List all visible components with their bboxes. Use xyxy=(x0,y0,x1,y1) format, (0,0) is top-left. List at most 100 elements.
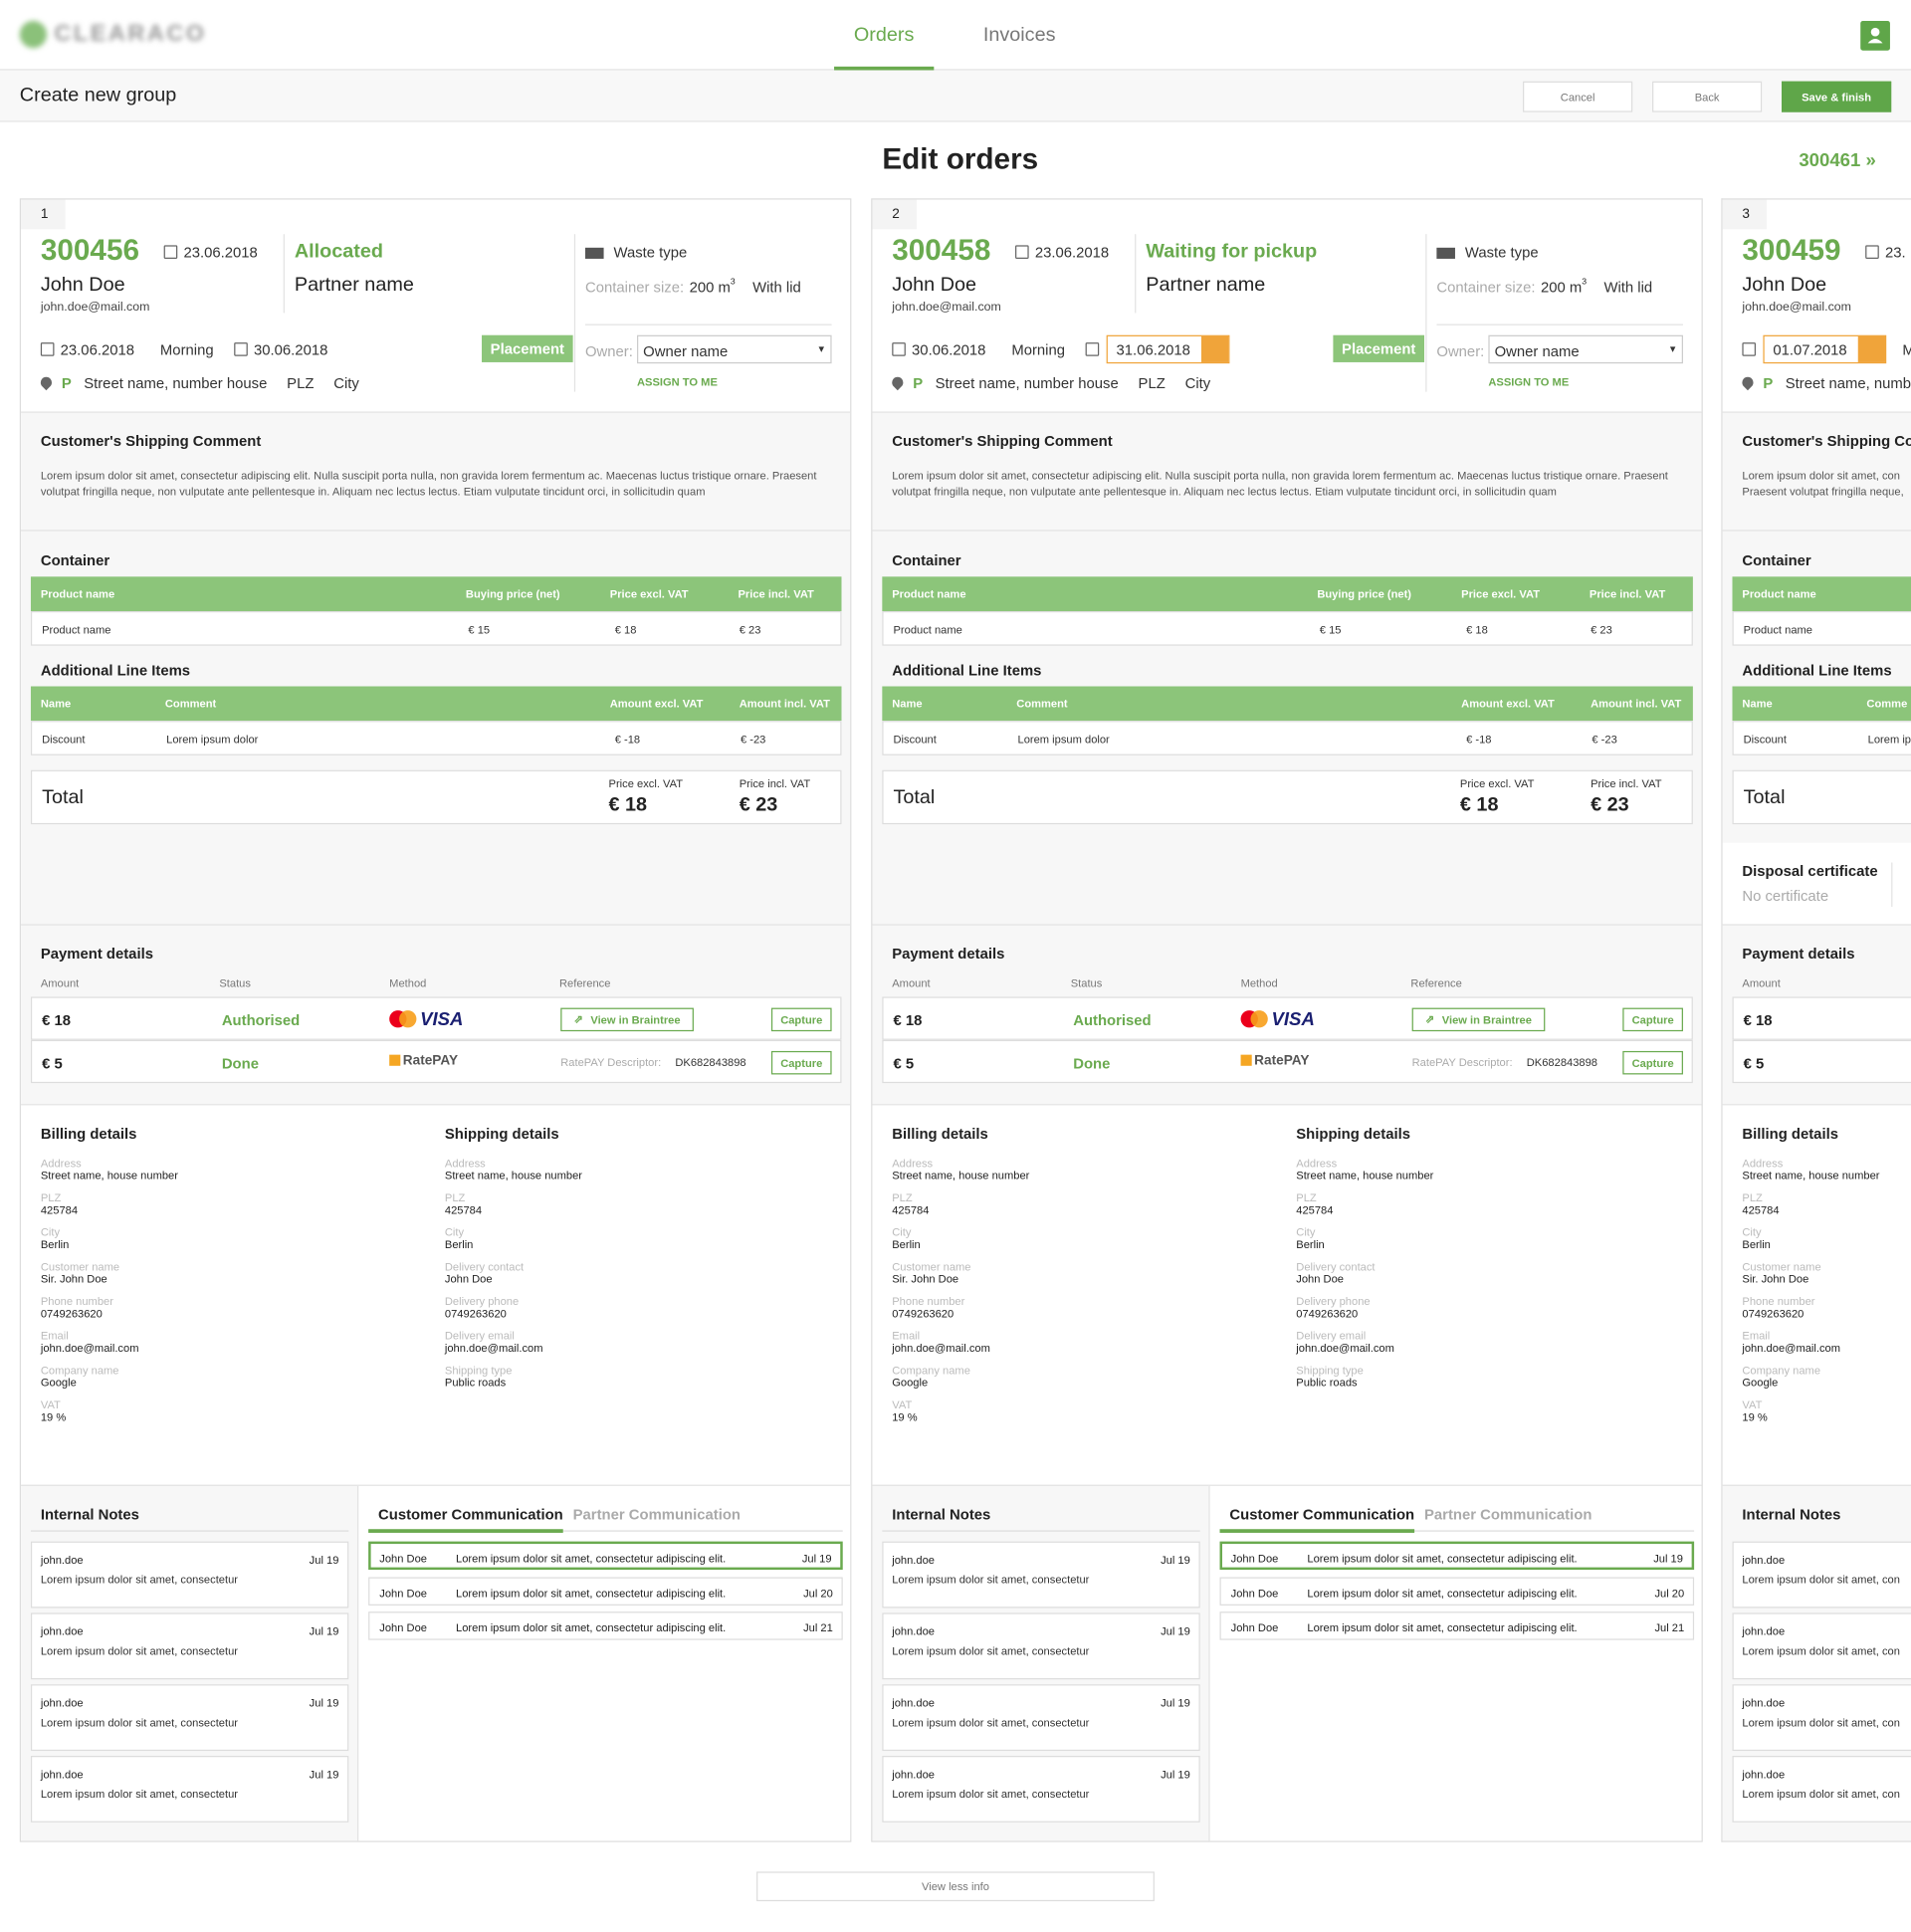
note-card[interactable]: john.doe Lorem ipsum dolor sit amet, con xyxy=(1732,1684,1911,1752)
action-bar: Create new group Cancel Back Save & fini… xyxy=(0,70,1911,122)
capture-button[interactable]: Capture xyxy=(770,1050,832,1075)
container-size: Container size: 200 m3 With lid xyxy=(1436,278,1653,297)
comm-row[interactable]: John Doe Lorem ipsum dolor sit amet, cons… xyxy=(368,1541,843,1571)
comm-row[interactable]: John Doe Lorem ipsum dolor sit amet, cons… xyxy=(1219,1577,1695,1606)
notes-section: Internal Notes john.doe Jul 19 Lorem ipsum… xyxy=(21,1484,851,1841)
table-header: Product name Buying price (net) Price excl… xyxy=(30,576,842,611)
tab-orders[interactable]: Orders xyxy=(853,24,915,46)
table-row: Discount Lorem ipsum dolor € -18 € -23 xyxy=(30,721,842,755)
shipping-comment-text: Lorem ipsum dolor sit amet, consectetur … xyxy=(40,469,817,499)
user-icon[interactable] xyxy=(1860,21,1890,51)
start-date-picker[interactable]: 01.07.2018 xyxy=(1763,334,1887,364)
billing-fields: Address Street name, house number PLZ 4257… xyxy=(1742,1157,1880,1423)
visa-icon: VISA xyxy=(389,1009,463,1031)
divider xyxy=(1425,234,1427,392)
table-row: Product name xyxy=(1732,610,1911,646)
note-card[interactable]: john.doe Jul 19 Lorem ipsum dolor sit amet… xyxy=(882,1612,1200,1680)
page-subtitle: Create new group xyxy=(19,85,177,107)
tab-partner-communication[interactable]: Partner Communication xyxy=(572,1505,742,1524)
section-title: Customer's Shipping Comment xyxy=(892,432,1113,450)
company-logo[interactable]: CLEARACO xyxy=(19,21,207,49)
note-card[interactable]: john.doe Lorem ipsum dolor sit amet, con xyxy=(1732,1541,1911,1609)
owner-select[interactable]: Owner name xyxy=(636,334,832,364)
order-id[interactable]: 300459 xyxy=(1742,234,1841,268)
divider xyxy=(1891,862,1893,908)
container-size: Container size: 200 m3 With lid xyxy=(585,278,801,297)
customer-name: John Doe xyxy=(1742,275,1827,297)
assign-to-me-link[interactable]: ASSIGN TO ME xyxy=(636,375,718,388)
location-pin-icon xyxy=(38,374,55,391)
truck-icon xyxy=(585,247,604,259)
location-pin-icon xyxy=(889,374,906,391)
notes-section: Internal Notes john.doe Lorem ipsum dolor… xyxy=(1722,1484,1911,1841)
capture-button[interactable]: Capture xyxy=(770,1007,832,1032)
back-button[interactable]: Back xyxy=(1652,81,1763,112)
note-card[interactable]: john.doe Jul 19 Lorem ipsum dolor sit amet… xyxy=(882,1684,1200,1752)
note-card[interactable]: john.doe Jul 19 Lorem ipsum dolor sit amet… xyxy=(30,1541,349,1609)
payment-section: Payment details Amount € 18 € 5 xyxy=(1722,924,1911,1105)
note-card[interactable]: john.doe Jul 19 Lorem ipsum dolor sit amet… xyxy=(30,1756,349,1823)
table-row: Discount Lorem ip xyxy=(1732,721,1911,755)
note-card[interactable]: john.doe Lorem ipsum dolor sit amet, con xyxy=(1732,1756,1911,1823)
section-title: Payment details xyxy=(892,945,1005,963)
total-box: Total Price excl. VAT € 18 Price incl. V… xyxy=(882,769,1693,825)
customer-name: John Doe xyxy=(892,275,977,297)
section-title: Additional Line Items xyxy=(40,661,191,680)
tab-customer-communication[interactable]: Customer Communication xyxy=(1229,1505,1415,1524)
shipping-comment-text: Lorem ipsum dolor sit amet, consectetur … xyxy=(892,469,1668,499)
customer-email: john.doe@mail.com xyxy=(892,301,1001,315)
view-in-braintree-button[interactable]: ⇗ View in Braintree xyxy=(1411,1007,1546,1032)
total-excl-vat: € 18 xyxy=(1459,794,1499,816)
note-card[interactable]: john.doe Jul 19 Lorem ipsum dolor sit amet… xyxy=(30,1684,349,1752)
tab-invoices[interactable]: Invoices xyxy=(982,24,1056,46)
comm-row[interactable]: John Doe Lorem ipsum dolor sit amet, cons… xyxy=(1219,1611,1695,1640)
tab-partner-communication[interactable]: Partner Communication xyxy=(1424,1505,1592,1524)
divider xyxy=(283,234,285,314)
total-incl-vat: € 23 xyxy=(739,794,778,816)
save-finish-button[interactable]: Save & finish xyxy=(1782,81,1892,112)
time-slot: Morning xyxy=(159,340,214,359)
total-box: Total Price excl. VAT € 18 Price incl. V… xyxy=(30,769,842,825)
capture-button[interactable]: Capture xyxy=(1622,1007,1683,1032)
active-tab-indicator xyxy=(1219,1529,1415,1533)
note-card[interactable]: john.doe Jul 19 Lorem ipsum dolor sit amet… xyxy=(882,1756,1200,1823)
billing-fields: Address Street name, house number PLZ 4257… xyxy=(892,1157,1030,1423)
time-slot: M xyxy=(1902,341,1911,358)
end-date-picker[interactable]: 31.06.2018 xyxy=(1106,334,1230,364)
calendar-icon xyxy=(1742,341,1762,358)
calendar-icon xyxy=(892,342,906,356)
total-box: Total xyxy=(1732,769,1911,825)
note-card[interactable]: john.doe Jul 19 Lorem ipsum dolor sit amet… xyxy=(882,1541,1200,1609)
waste-type: Waste type xyxy=(1436,244,1539,261)
owner-select[interactable]: Owner name xyxy=(1488,334,1683,364)
order-card-1: 1 300456 23.06.2018 John Doe john.doe@ma… xyxy=(19,198,852,1842)
placement-badge: Placement xyxy=(482,334,573,362)
table-row: Discount Lorem ipsum dolor € -18 € -23 xyxy=(882,721,1693,755)
order-date: 23.06.2018 xyxy=(1015,244,1109,261)
billing-fields: Address Street name, house number PLZ 4257… xyxy=(40,1157,178,1423)
order-status: Allocated xyxy=(294,241,384,263)
top-nav: CLEARACO Orders Invoices xyxy=(0,0,1911,71)
tab-customer-communication[interactable]: Customer Communication xyxy=(378,1505,563,1524)
view-in-braintree-button[interactable]: ⇗ View in Braintree xyxy=(560,1007,694,1032)
payment-section: Payment details Amount Status Method Refere… xyxy=(872,924,1702,1105)
comm-row[interactable]: John Doe Lorem ipsum dolor sit amet, cons… xyxy=(368,1577,843,1606)
note-card[interactable]: john.doe Lorem ipsum dolor sit amet, con xyxy=(1732,1612,1911,1680)
next-order-link[interactable]: 300461 » xyxy=(1799,150,1876,172)
shipping-fields: Address Street name, house number PLZ 4257… xyxy=(444,1157,583,1390)
shipping-comment-section: Customer's Shipping Comment Lorem ipsum … xyxy=(21,411,851,531)
address-line: P Street name, number house PLZ City xyxy=(38,374,359,392)
shipping-comment-section: Customer's Shipping Com Lorem ipsum dolo… xyxy=(1722,411,1911,531)
cancel-button[interactable]: Cancel xyxy=(1523,81,1633,112)
capture-button[interactable]: Capture xyxy=(1622,1050,1683,1075)
order-id[interactable]: 300456 xyxy=(40,234,139,268)
view-less-info-button[interactable]: View less info xyxy=(756,1871,1155,1902)
note-card[interactable]: john.doe Jul 19 Lorem ipsum dolor sit amet… xyxy=(30,1612,349,1680)
order-id[interactable]: 300458 xyxy=(892,234,991,268)
comm-row[interactable]: John Doe Lorem ipsum dolor sit amet, cons… xyxy=(368,1611,843,1640)
assign-to-me-link[interactable]: ASSIGN TO ME xyxy=(1488,375,1570,388)
table-header: Product name Buying price (net) Price excl… xyxy=(882,576,1693,611)
section-title: Container xyxy=(40,551,110,569)
comm-row[interactable]: John Doe Lorem ipsum dolor sit amet, cons… xyxy=(1219,1541,1695,1571)
active-tab-indicator xyxy=(834,66,935,71)
